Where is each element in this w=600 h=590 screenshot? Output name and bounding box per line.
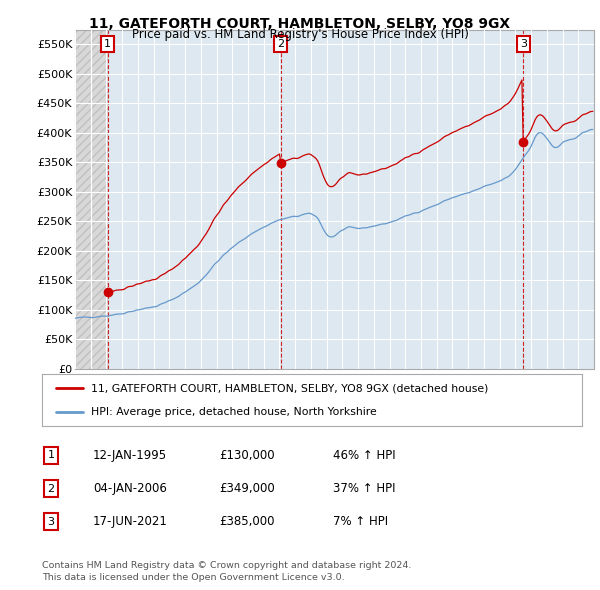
Text: 2: 2	[47, 484, 55, 493]
Text: 3: 3	[47, 517, 55, 526]
Text: Price paid vs. HM Land Registry's House Price Index (HPI): Price paid vs. HM Land Registry's House …	[131, 28, 469, 41]
Text: 12-JAN-1995: 12-JAN-1995	[93, 449, 167, 462]
Text: 2: 2	[277, 40, 284, 49]
Text: £349,000: £349,000	[219, 482, 275, 495]
Text: 17-JUN-2021: 17-JUN-2021	[93, 515, 168, 528]
Text: 46% ↑ HPI: 46% ↑ HPI	[333, 449, 395, 462]
Bar	[75, 30, 108, 369]
Text: 11, GATEFORTH COURT, HAMBLETON, SELBY, YO8 9GX (detached house): 11, GATEFORTH COURT, HAMBLETON, SELBY, Y…	[91, 383, 488, 393]
Bar	[75, 30, 594, 369]
Text: 7% ↑ HPI: 7% ↑ HPI	[333, 515, 388, 528]
Text: Contains HM Land Registry data © Crown copyright and database right 2024.: Contains HM Land Registry data © Crown c…	[42, 560, 412, 570]
Text: 04-JAN-2006: 04-JAN-2006	[93, 482, 167, 495]
Text: 3: 3	[520, 40, 527, 49]
Text: 1: 1	[47, 451, 55, 460]
Text: 37% ↑ HPI: 37% ↑ HPI	[333, 482, 395, 495]
Text: 1: 1	[104, 40, 111, 49]
Text: £385,000: £385,000	[219, 515, 275, 528]
Text: 11, GATEFORTH COURT, HAMBLETON, SELBY, YO8 9GX: 11, GATEFORTH COURT, HAMBLETON, SELBY, Y…	[89, 17, 511, 31]
Text: This data is licensed under the Open Government Licence v3.0.: This data is licensed under the Open Gov…	[42, 572, 344, 582]
Text: £130,000: £130,000	[219, 449, 275, 462]
Text: HPI: Average price, detached house, North Yorkshire: HPI: Average price, detached house, Nort…	[91, 407, 376, 417]
